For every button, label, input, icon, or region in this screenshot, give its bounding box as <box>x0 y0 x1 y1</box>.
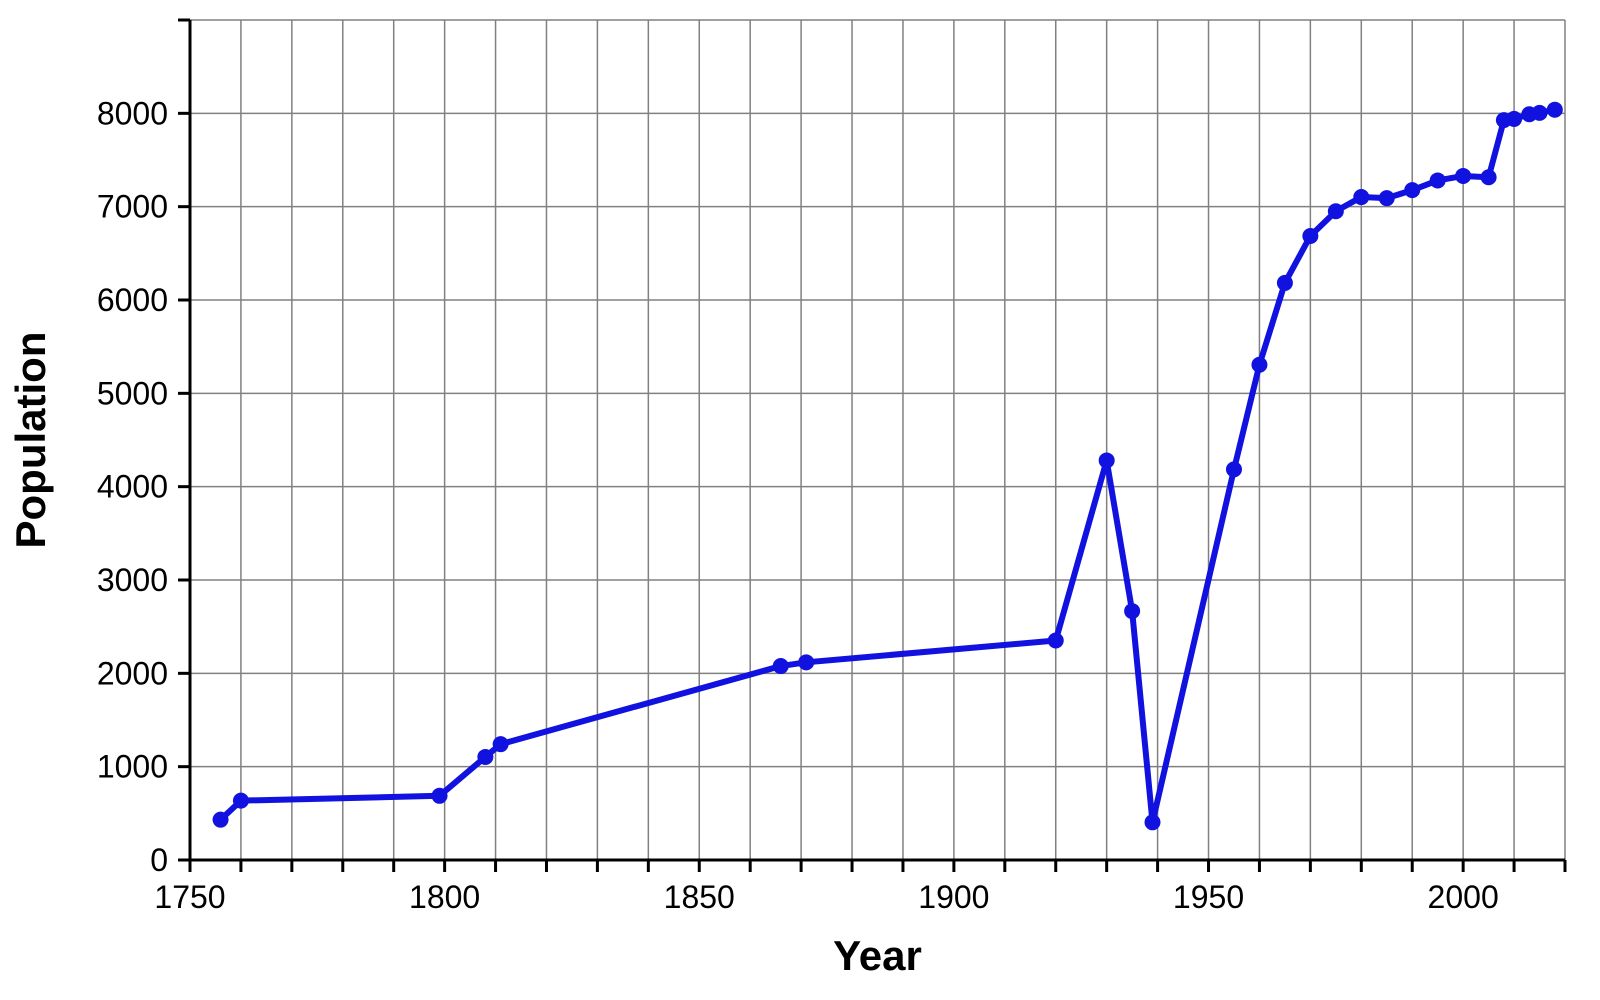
x-tick-label: 1800 <box>409 879 480 915</box>
y-tick-label: 5000 <box>97 375 168 411</box>
population-line-chart: 1750 1800 1850 1900 1950 2000 0 1000 2000 3000 400… <box>0 0 1600 1000</box>
data-point <box>213 812 229 828</box>
y-tick-label: 2000 <box>97 655 168 691</box>
data-point <box>1532 105 1548 121</box>
data-point <box>1145 814 1161 830</box>
y-tick-label: 8000 <box>97 95 168 131</box>
x-tick-label: 1750 <box>154 879 225 915</box>
data-point <box>1481 169 1497 185</box>
data-point <box>1251 357 1267 373</box>
data-point <box>1226 461 1242 477</box>
data-point <box>1124 603 1140 619</box>
x-tick-label: 1850 <box>664 879 735 915</box>
data-point <box>1048 632 1064 648</box>
data-point <box>1302 228 1318 244</box>
data-point <box>432 788 448 804</box>
data-point <box>1099 452 1115 468</box>
y-tick-label: 6000 <box>97 282 168 318</box>
data-point <box>233 793 249 809</box>
y-tick-label: 3000 <box>97 562 168 598</box>
y-tick-label: 4000 <box>97 469 168 505</box>
data-point <box>493 736 509 752</box>
data-point <box>477 749 493 765</box>
x-axis-title: Year <box>833 932 922 979</box>
x-tick-label: 1950 <box>1173 879 1244 915</box>
data-point <box>1353 189 1369 205</box>
y-tick-label: 7000 <box>97 189 168 225</box>
data-point <box>1277 275 1293 291</box>
data-point <box>1379 190 1395 206</box>
data-point <box>1506 111 1522 127</box>
data-point <box>798 654 814 670</box>
data-point <box>1430 172 1446 188</box>
data-point <box>1455 168 1471 184</box>
data-point <box>1328 203 1344 219</box>
y-axis-title: Population <box>7 332 54 549</box>
data-point <box>1547 102 1563 118</box>
chart-svg: 1750 1800 1850 1900 1950 2000 0 1000 2000 3000 400… <box>0 0 1600 1000</box>
y-tick-label: 1000 <box>97 749 168 785</box>
data-point <box>773 658 789 674</box>
x-tick-label: 1900 <box>918 879 989 915</box>
data-point <box>1404 182 1420 198</box>
y-tick-label: 0 <box>150 842 168 878</box>
x-tick-label: 2000 <box>1428 879 1499 915</box>
